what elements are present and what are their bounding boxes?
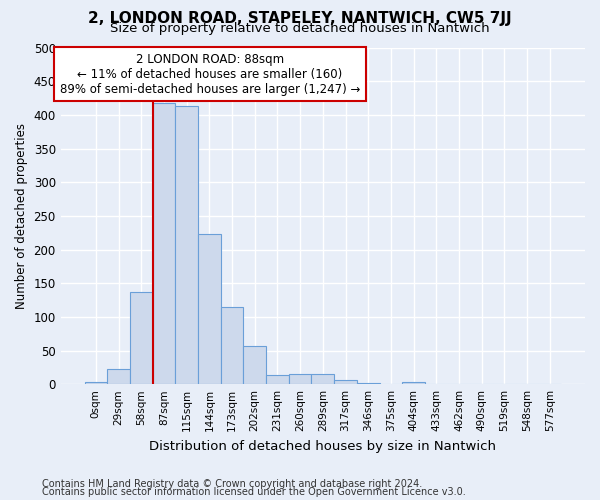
- Bar: [402, 382, 425, 384]
- Bar: [130, 292, 152, 384]
- Bar: [198, 234, 221, 384]
- Bar: [85, 382, 107, 384]
- Y-axis label: Number of detached properties: Number of detached properties: [15, 123, 28, 309]
- Bar: [334, 380, 357, 384]
- Bar: [221, 308, 244, 384]
- Bar: [289, 374, 311, 384]
- Text: 2, LONDON ROAD, STAPELEY, NANTWICH, CW5 7JJ: 2, LONDON ROAD, STAPELEY, NANTWICH, CW5 …: [88, 11, 512, 26]
- Bar: [357, 383, 380, 384]
- X-axis label: Distribution of detached houses by size in Nantwich: Distribution of detached houses by size …: [149, 440, 496, 452]
- Bar: [107, 370, 130, 384]
- Bar: [152, 104, 175, 384]
- Bar: [175, 106, 198, 384]
- Bar: [311, 374, 334, 384]
- Bar: [266, 375, 289, 384]
- Text: 2 LONDON ROAD: 88sqm
← 11% of detached houses are smaller (160)
89% of semi-deta: 2 LONDON ROAD: 88sqm ← 11% of detached h…: [60, 52, 360, 96]
- Bar: [244, 346, 266, 384]
- Text: Contains HM Land Registry data © Crown copyright and database right 2024.: Contains HM Land Registry data © Crown c…: [42, 479, 422, 489]
- Text: Size of property relative to detached houses in Nantwich: Size of property relative to detached ho…: [110, 22, 490, 35]
- Text: Contains public sector information licensed under the Open Government Licence v3: Contains public sector information licen…: [42, 487, 466, 497]
